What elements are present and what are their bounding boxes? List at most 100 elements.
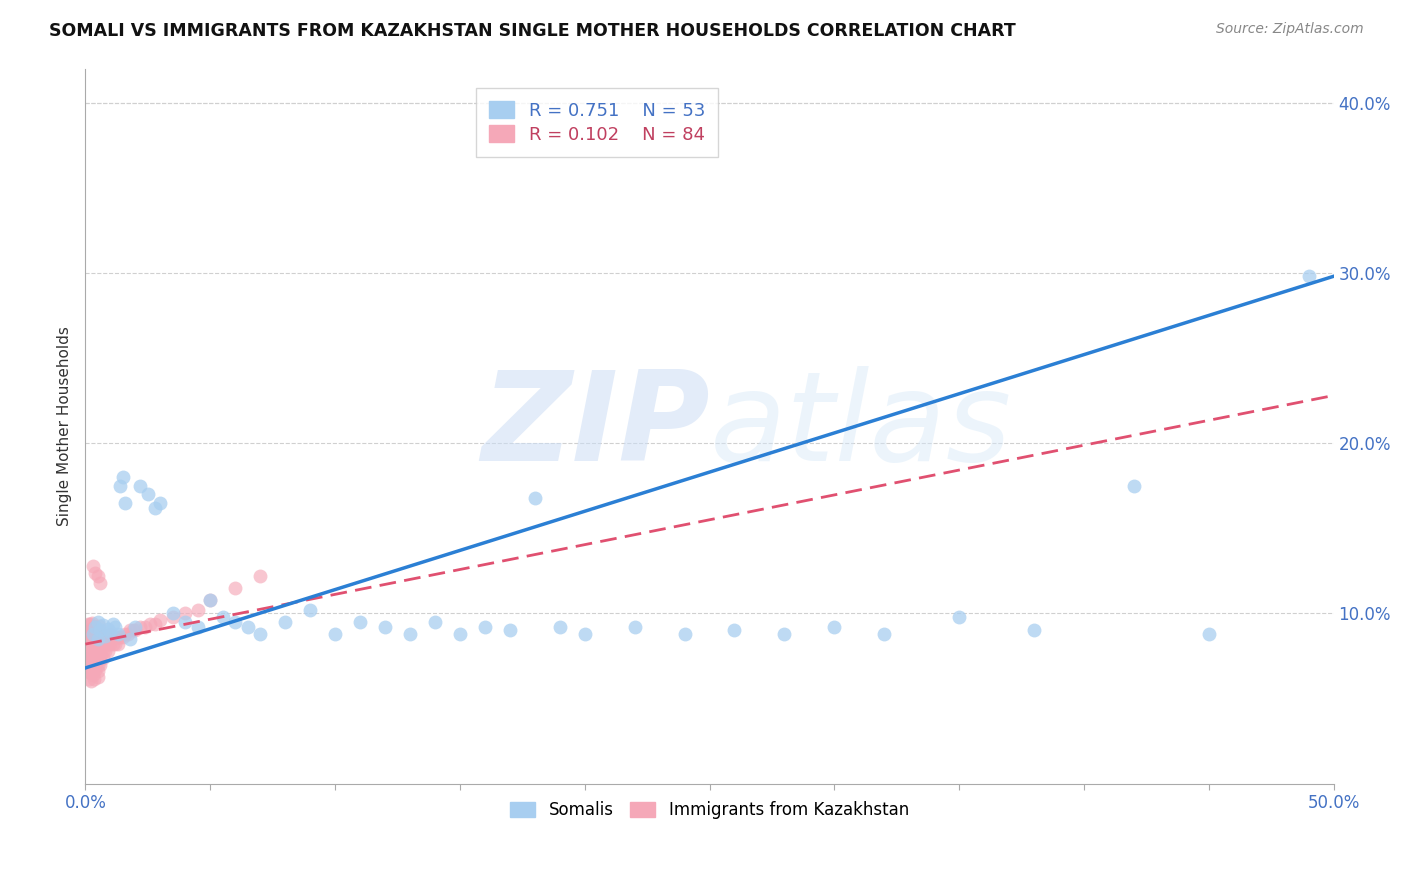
Point	[82, 648, 104, 662]
Point	[87, 665, 110, 679]
Point	[129, 620, 152, 634]
Point	[76, 637, 98, 651]
Point	[773, 627, 796, 641]
Point	[87, 632, 110, 646]
Point	[673, 627, 696, 641]
Point	[101, 637, 124, 651]
Point	[623, 620, 645, 634]
Point	[87, 637, 110, 651]
Text: SOMALI VS IMMIGRANTS FROM KAZAKHSTAN SINGLE MOTHER HOUSEHOLDS CORRELATION CHART: SOMALI VS IMMIGRANTS FROM KAZAKHSTAN SIN…	[49, 22, 1017, 40]
Point	[187, 620, 209, 634]
Point	[107, 630, 129, 644]
Point	[143, 500, 166, 515]
Point	[87, 569, 110, 583]
Point	[174, 615, 197, 629]
Point	[83, 632, 105, 646]
Point	[77, 624, 100, 638]
Point	[574, 627, 596, 641]
Point	[94, 637, 117, 651]
Point	[80, 659, 103, 673]
Point	[873, 627, 896, 641]
Point	[174, 607, 197, 621]
Point	[274, 615, 297, 629]
Point	[91, 630, 114, 644]
Point	[1198, 627, 1220, 641]
Point	[84, 627, 107, 641]
Point	[94, 630, 117, 644]
Point	[91, 637, 114, 651]
Point	[107, 637, 129, 651]
Y-axis label: Single Mother Households: Single Mother Households	[58, 326, 72, 526]
Point	[76, 657, 98, 672]
Point	[83, 672, 105, 686]
Point	[187, 603, 209, 617]
Point	[110, 630, 132, 644]
Point	[114, 496, 136, 510]
Point	[110, 479, 132, 493]
Point	[117, 627, 139, 641]
Point	[82, 654, 104, 668]
Point	[101, 616, 124, 631]
Point	[89, 657, 111, 672]
Point	[224, 581, 246, 595]
Point	[211, 610, 233, 624]
Point	[89, 575, 111, 590]
Point	[249, 627, 271, 641]
Point	[79, 673, 101, 688]
Point	[79, 640, 101, 655]
Point	[83, 656, 105, 670]
Point	[80, 616, 103, 631]
Point	[94, 644, 117, 658]
Point	[76, 650, 98, 665]
Point	[124, 620, 146, 634]
Point	[1298, 269, 1320, 284]
Point	[84, 630, 107, 644]
Point	[77, 672, 100, 686]
Point	[200, 592, 222, 607]
Point	[83, 620, 105, 634]
Point	[82, 624, 104, 639]
Point	[104, 630, 127, 644]
Point	[76, 630, 98, 644]
Point	[91, 637, 114, 651]
Point	[111, 470, 134, 484]
Point	[80, 623, 103, 637]
Point	[82, 644, 104, 658]
Point	[399, 627, 422, 641]
Point	[948, 610, 970, 624]
Point	[149, 613, 172, 627]
Point	[84, 648, 107, 663]
Point	[89, 650, 111, 665]
Point	[548, 620, 571, 634]
Point	[149, 496, 172, 510]
Point	[87, 627, 110, 641]
Point	[97, 637, 120, 651]
Point	[162, 610, 184, 624]
Point	[77, 658, 100, 673]
Point	[89, 647, 111, 661]
Point	[349, 615, 371, 629]
Point	[77, 665, 100, 679]
Point	[91, 650, 114, 665]
Point	[89, 648, 111, 663]
Point	[114, 627, 136, 641]
Point	[499, 624, 522, 638]
Point	[91, 644, 114, 658]
Point	[82, 640, 104, 655]
Point	[82, 657, 104, 671]
Point	[84, 656, 107, 670]
Point	[82, 633, 104, 648]
Point	[84, 624, 107, 639]
Point	[79, 654, 101, 668]
Point	[89, 624, 111, 638]
Point	[87, 644, 110, 658]
Point	[474, 620, 496, 634]
Point	[82, 624, 104, 638]
Point	[87, 643, 110, 657]
Point	[82, 667, 104, 681]
Point	[89, 618, 111, 632]
Point	[86, 641, 108, 656]
Point	[84, 620, 107, 634]
Point	[449, 627, 471, 641]
Point	[79, 650, 101, 665]
